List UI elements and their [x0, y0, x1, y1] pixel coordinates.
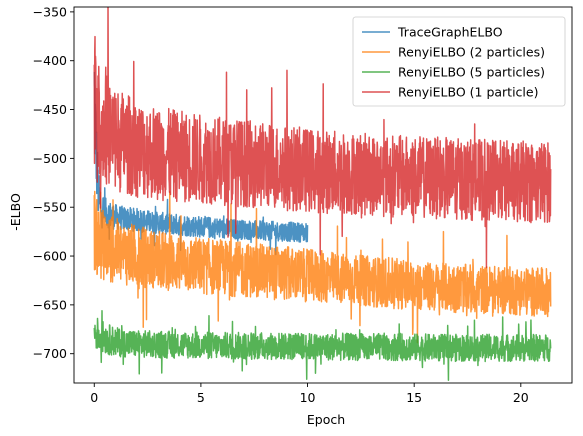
- y-tick-label: −450: [33, 102, 67, 117]
- series-line-2: [93, 310, 552, 382]
- x-tick-label: 10: [300, 390, 316, 405]
- x-tick-label: 20: [513, 390, 529, 405]
- y-tick-label: −600: [33, 249, 67, 264]
- x-tick-label: 0: [90, 390, 98, 405]
- legend-label: RenyiELBO (1 particle): [398, 85, 538, 100]
- series-line-0: [93, 71, 309, 256]
- x-axis-label: Epoch: [307, 412, 345, 427]
- series-line-3: [93, 7, 552, 269]
- y-tick-label: −550: [33, 200, 67, 215]
- plot-area: [93, 7, 552, 382]
- legend: TraceGraphELBO RenyiELBO (2 particles) Ren…: [352, 16, 566, 107]
- y-axis-label: -ELBO: [8, 193, 23, 231]
- x-tick-label: 15: [406, 390, 422, 405]
- x-tick-label: 5: [197, 390, 205, 405]
- y-tick-label: −650: [33, 297, 67, 312]
- axes: 0 5 10 15 20 −700 −650 −600 −550 −500 −450 −400 −350: [33, 4, 573, 405]
- legend-box: [352, 16, 566, 107]
- y-tick-label: −350: [33, 4, 67, 19]
- legend-label: TraceGraphELBO: [397, 25, 503, 40]
- legend-label: RenyiELBO (5 particles): [398, 65, 545, 80]
- axes-frame: [73, 6, 573, 384]
- y-tick-label: −700: [33, 346, 67, 361]
- series-line-1: [93, 190, 552, 344]
- legend-label: RenyiELBO (2 particles): [398, 45, 545, 60]
- y-tick-label: −400: [33, 53, 67, 68]
- y-tick-label: −500: [33, 151, 67, 166]
